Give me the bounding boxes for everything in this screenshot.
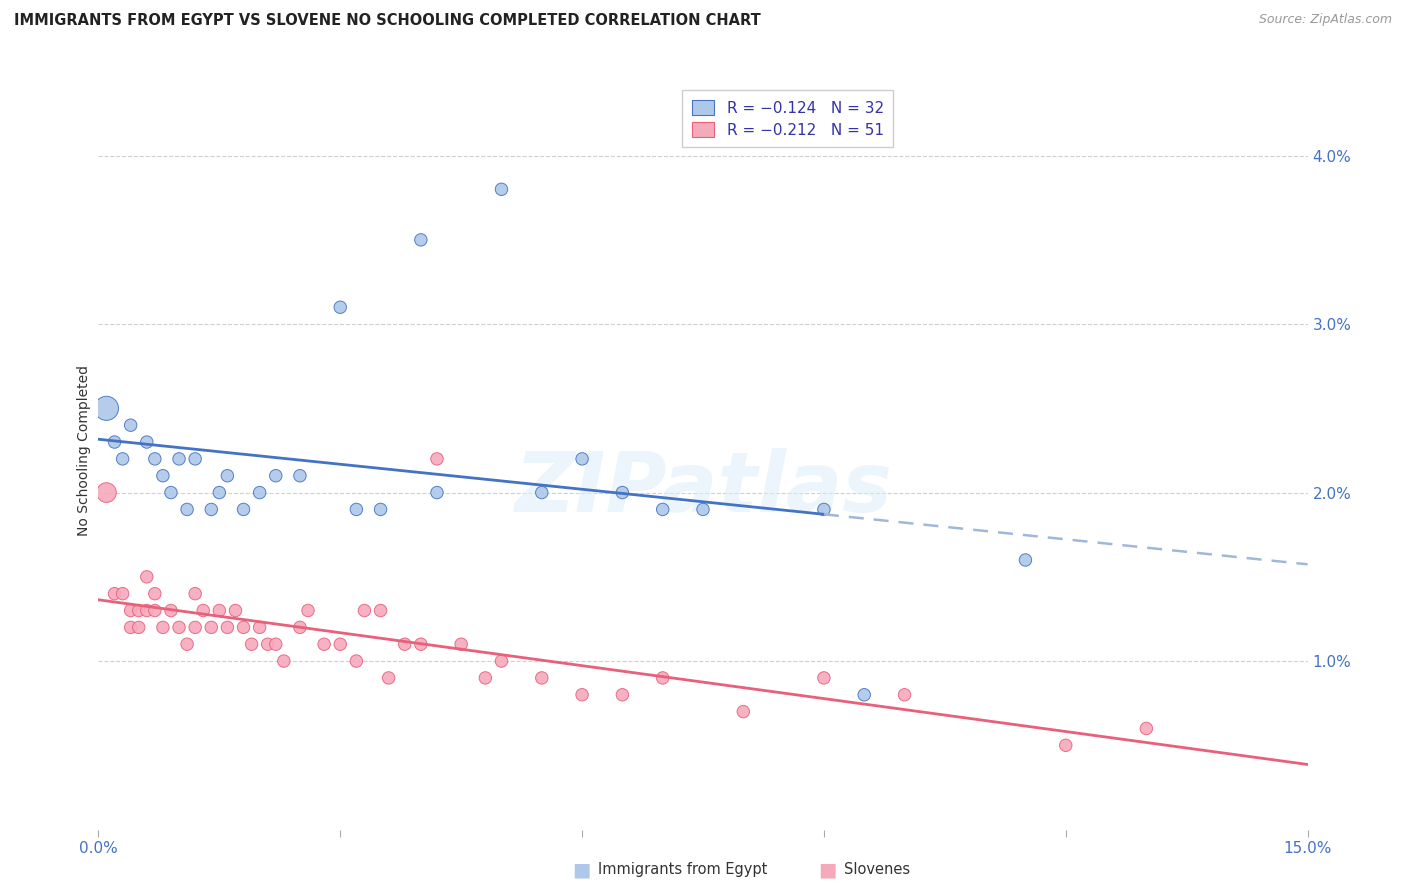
- Point: [176, 502, 198, 516]
- Point: [571, 451, 593, 466]
- Point: [160, 485, 183, 500]
- Point: [135, 603, 157, 617]
- Point: [111, 587, 134, 601]
- Point: [409, 233, 432, 247]
- Point: [426, 451, 449, 466]
- Text: ■: ■: [572, 860, 591, 880]
- Point: [853, 688, 876, 702]
- Point: [273, 654, 295, 668]
- Point: [329, 637, 352, 651]
- Text: IMMIGRANTS FROM EGYPT VS SLOVENE NO SCHOOLING COMPLETED CORRELATION CHART: IMMIGRANTS FROM EGYPT VS SLOVENE NO SCHO…: [14, 13, 761, 29]
- Point: [733, 705, 755, 719]
- Point: [135, 435, 157, 450]
- Point: [612, 688, 634, 702]
- Point: [217, 468, 239, 483]
- Point: [491, 654, 513, 668]
- Text: ■: ■: [818, 860, 837, 880]
- Point: [103, 435, 125, 450]
- Point: [692, 502, 714, 516]
- Point: [288, 468, 311, 483]
- Point: [111, 451, 134, 466]
- Point: [200, 502, 222, 516]
- Point: [143, 587, 166, 601]
- Point: [208, 485, 231, 500]
- Point: [167, 620, 190, 634]
- Point: [409, 637, 432, 651]
- Point: [450, 637, 472, 651]
- Text: Source: ZipAtlas.com: Source: ZipAtlas.com: [1258, 13, 1392, 27]
- Point: [96, 485, 118, 500]
- Point: [571, 688, 593, 702]
- Point: [394, 637, 416, 651]
- Point: [813, 502, 835, 516]
- Point: [651, 502, 673, 516]
- Point: [232, 620, 254, 634]
- Point: [135, 570, 157, 584]
- Point: [344, 502, 367, 516]
- Point: [297, 603, 319, 617]
- Point: [152, 620, 174, 634]
- Point: [184, 587, 207, 601]
- Point: [240, 637, 263, 651]
- Point: [224, 603, 246, 617]
- Point: [491, 182, 513, 196]
- Point: [176, 637, 198, 651]
- Point: [651, 671, 673, 685]
- Point: [232, 502, 254, 516]
- Point: [143, 603, 166, 617]
- Point: [1054, 739, 1077, 753]
- Point: [103, 587, 125, 601]
- Point: [530, 485, 553, 500]
- Point: [264, 468, 287, 483]
- Point: [474, 671, 496, 685]
- Point: [344, 654, 367, 668]
- Point: [128, 603, 150, 617]
- Point: [160, 603, 183, 617]
- Point: [249, 485, 271, 500]
- Y-axis label: No Schooling Completed: No Schooling Completed: [77, 365, 91, 536]
- Point: [208, 603, 231, 617]
- Text: ZIPatlas: ZIPatlas: [515, 448, 891, 529]
- Point: [184, 620, 207, 634]
- Point: [249, 620, 271, 634]
- Point: [288, 620, 311, 634]
- Point: [120, 620, 142, 634]
- Point: [256, 637, 278, 651]
- Point: [314, 637, 336, 651]
- Text: Slovenes: Slovenes: [844, 863, 910, 877]
- Point: [184, 451, 207, 466]
- Point: [193, 603, 215, 617]
- Point: [1135, 722, 1157, 736]
- Point: [612, 485, 634, 500]
- Point: [353, 603, 375, 617]
- Legend: R = −0.124   N = 32, R = −0.212   N = 51: R = −0.124 N = 32, R = −0.212 N = 51: [682, 90, 893, 147]
- Text: Immigrants from Egypt: Immigrants from Egypt: [598, 863, 766, 877]
- Point: [96, 401, 118, 416]
- Point: [893, 688, 915, 702]
- Point: [426, 485, 449, 500]
- Point: [217, 620, 239, 634]
- Point: [370, 502, 392, 516]
- Point: [377, 671, 399, 685]
- Point: [813, 671, 835, 685]
- Point: [128, 620, 150, 634]
- Point: [143, 451, 166, 466]
- Point: [152, 468, 174, 483]
- Point: [370, 603, 392, 617]
- Point: [200, 620, 222, 634]
- Point: [120, 603, 142, 617]
- Point: [167, 451, 190, 466]
- Point: [329, 300, 352, 314]
- Point: [1014, 553, 1036, 567]
- Point: [530, 671, 553, 685]
- Point: [120, 418, 142, 433]
- Point: [264, 637, 287, 651]
